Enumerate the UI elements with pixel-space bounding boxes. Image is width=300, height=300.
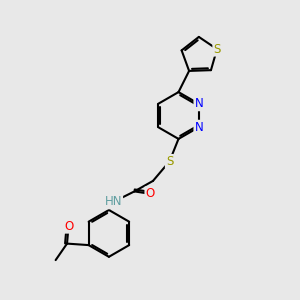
Text: S: S: [213, 43, 221, 56]
Text: N: N: [194, 97, 203, 110]
Text: O: O: [64, 220, 73, 233]
Text: HN: HN: [105, 195, 122, 208]
Text: S: S: [166, 155, 173, 168]
Text: N: N: [194, 121, 203, 134]
Text: O: O: [146, 187, 154, 200]
